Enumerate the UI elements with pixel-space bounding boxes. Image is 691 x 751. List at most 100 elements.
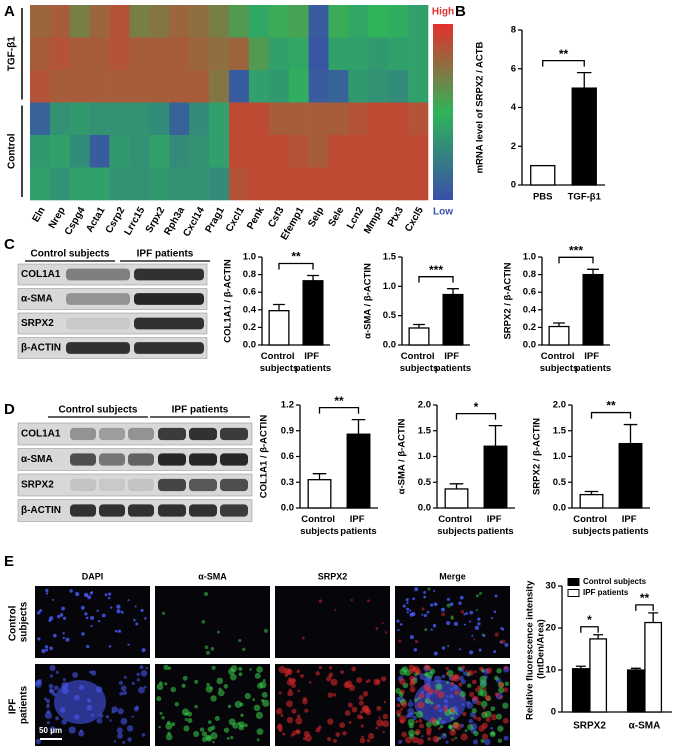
blot-band [128,504,154,517]
blot-row-label: COL1A1 [21,429,61,440]
micrograph-signal [398,639,402,643]
micrograph-signal [87,595,92,600]
error-bar [351,418,366,435]
heatmap-cell [149,102,170,136]
group-label: Control [7,133,18,169]
y-tick-label: 2.0 [418,400,431,411]
blot-band [66,293,130,305]
heatmap-cell [308,167,329,201]
micrograph-signal [498,687,505,694]
micrograph-row-label: Control subjects [7,601,29,642]
heatmap-cell [109,5,130,38]
micrograph-signal [291,708,297,714]
micrograph-signal [43,697,47,701]
heatmap-cell [368,5,389,38]
blot-band [99,478,125,492]
micrograph-signal [45,698,51,704]
micrograph-signal [138,686,145,694]
bar [408,327,430,346]
heatmap-cell [69,102,90,136]
colorbar-high: High [432,7,454,18]
micrograph-signal [97,619,101,623]
micrograph-signal [503,735,509,741]
micrograph-signal [304,734,312,742]
micrograph-signal [378,716,381,719]
micrograph-signal [348,721,352,724]
micrograph-signal [423,590,426,594]
micrograph-signal [131,715,134,718]
blot-band [66,317,130,330]
error-bar [623,423,638,444]
micrograph-signal [430,603,434,607]
heatmap-cell [149,5,170,38]
micrograph-signal [110,606,113,609]
micrograph-signal [455,712,458,715]
micrograph-signal [86,704,93,711]
heatmap-cell [229,102,250,136]
micrograph-signal [81,632,85,636]
micrograph-signal [326,676,332,682]
heatmap-cell [69,5,90,38]
micrograph-signal [205,650,211,655]
micrograph-signal [127,737,132,742]
micrograph-signal [334,608,337,611]
blot-band [134,342,204,354]
heatmap-cell [288,135,309,168]
micrograph-signal [223,727,230,733]
micrograph-signal [240,713,244,717]
micrograph-signal [441,612,446,617]
micrograph-signal [430,628,433,631]
micrograph-signal [449,694,454,699]
micrograph-signal [156,683,164,691]
micrograph-signal [163,664,169,671]
blot-band [158,427,186,441]
heatmap-cell [109,135,130,168]
micrograph-signal [477,690,484,697]
legend-label: Control subjects [583,577,647,586]
micrograph-signal [491,617,494,620]
micrograph-signal [108,592,112,596]
micrograph-signal [96,609,99,612]
heatmap-cell [408,167,429,201]
blot-band [70,427,96,441]
micrograph-signal [409,609,412,612]
micrograph-signal [490,713,497,721]
micrograph-signal [429,668,436,675]
micrograph-signal [315,671,320,676]
heatmap-cell [248,70,270,103]
micrograph-signal [494,692,500,697]
micrograph-signal [214,715,220,721]
micrograph-column-label: SRPX2 [318,571,348,581]
micrograph-signal [482,733,489,740]
micrograph-signal [61,606,66,611]
micrograph-signal [244,723,248,728]
y-axis-label: SRPX2 / β-ACTIN [532,418,543,495]
panel-label: E [4,553,14,570]
micrograph-signal [469,691,475,698]
micrograph-signal [75,592,80,597]
gene-label: Prag1 [204,205,228,235]
micrograph-signal [415,720,419,724]
bar [307,479,332,509]
x-tick-label: IPF patients [612,514,648,537]
heatmap-cell [49,70,71,103]
blot-band [134,317,204,330]
micrograph-signal [249,668,252,671]
micrograph-signal [55,670,59,674]
y-tick-label: 0.2 [523,322,536,333]
micrograph-signal [165,733,173,741]
micrograph-signal [495,713,502,720]
micrograph-signal [210,647,215,651]
micrograph-signal [408,723,414,729]
micrograph-signal [423,613,427,618]
micrograph-signal [59,707,66,713]
heatmap-cell [248,5,270,38]
micrograph-signal [238,639,242,643]
micrograph-signal [237,721,241,726]
heatmap-cell [149,167,170,201]
micrograph-signal [117,629,122,633]
micrograph-signal [62,678,67,682]
micrograph-signal [376,705,382,711]
micrograph-signal [459,595,464,600]
blot-band [128,478,154,492]
